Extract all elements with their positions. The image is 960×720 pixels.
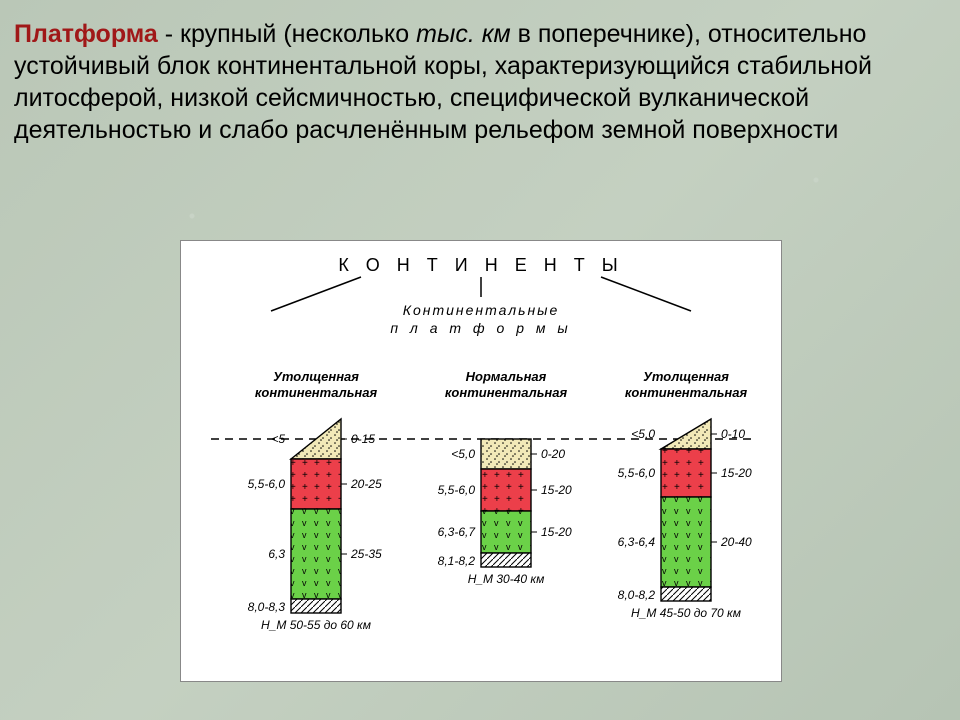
svg-text:<5,0: <5,0 xyxy=(451,447,475,461)
svg-text:15-20: 15-20 xyxy=(541,525,572,539)
svg-text:6,3-6,7: 6,3-6,7 xyxy=(438,525,477,539)
svg-text:15-20: 15-20 xyxy=(541,483,572,497)
svg-text:континентальная: континентальная xyxy=(625,385,748,400)
svg-text:5,5-6,0: 5,5-6,0 xyxy=(248,477,286,491)
svg-text:H_M 50-55 до 60 км: H_M 50-55 до 60 км xyxy=(261,618,371,632)
diagram-svg: + v К О Н Т И Н Е Н Т ЫКонтинентальныеп … xyxy=(181,241,781,681)
svg-text:20-25: 20-25 xyxy=(350,477,382,491)
svg-text:Утолщенная: Утолщенная xyxy=(643,369,729,384)
svg-text:15-20: 15-20 xyxy=(721,466,752,480)
svg-text:континентальная: континентальная xyxy=(255,385,378,400)
svg-text:8,0-8,3: 8,0-8,3 xyxy=(248,600,286,614)
svg-text:<5: <5 xyxy=(271,432,285,446)
svg-text:0-20: 0-20 xyxy=(541,447,565,461)
svg-text:К О Н Т И Н Е Н Т Ы: К О Н Т И Н Е Н Т Ы xyxy=(338,255,623,275)
svg-text:25-35: 25-35 xyxy=(350,547,382,561)
svg-text:0-15: 0-15 xyxy=(351,432,375,446)
term: Платформа xyxy=(14,20,158,48)
svg-text:8,0-8,2: 8,0-8,2 xyxy=(618,588,656,602)
svg-text:п л а т ф о р м ы: п л а т ф о р м ы xyxy=(390,320,571,336)
svg-text:<5,0: <5,0 xyxy=(631,427,655,441)
def-pre: - крупный (несколько xyxy=(158,20,416,48)
svg-text:континентальная: континентальная xyxy=(445,385,568,400)
def-italic: тыс. км xyxy=(416,20,511,48)
svg-text:Нормальная: Нормальная xyxy=(466,369,547,384)
svg-text:5,5-6,0: 5,5-6,0 xyxy=(438,483,476,497)
svg-text:5,5-6,0: 5,5-6,0 xyxy=(618,466,656,480)
svg-text:H_M 45-50 до 70 км: H_M 45-50 до 70 км xyxy=(631,606,741,620)
svg-text:8,1-8,2: 8,1-8,2 xyxy=(438,554,476,568)
definition-paragraph: Платформа - крупный (несколько тыс. км в… xyxy=(0,0,960,146)
svg-text:6,3: 6,3 xyxy=(268,547,285,561)
svg-text:0-10: 0-10 xyxy=(721,427,745,441)
svg-text:H_M 30-40 км: H_M 30-40 км xyxy=(468,572,545,586)
svg-text:20-40: 20-40 xyxy=(720,535,752,549)
crust-diagram: + v К О Н Т И Н Е Н Т ЫКонтинентальныеп … xyxy=(180,240,782,682)
svg-text:6,3-6,4: 6,3-6,4 xyxy=(618,535,656,549)
svg-text:Утолщенная: Утолщенная xyxy=(273,369,359,384)
svg-text:Континентальные: Континентальные xyxy=(403,302,560,318)
